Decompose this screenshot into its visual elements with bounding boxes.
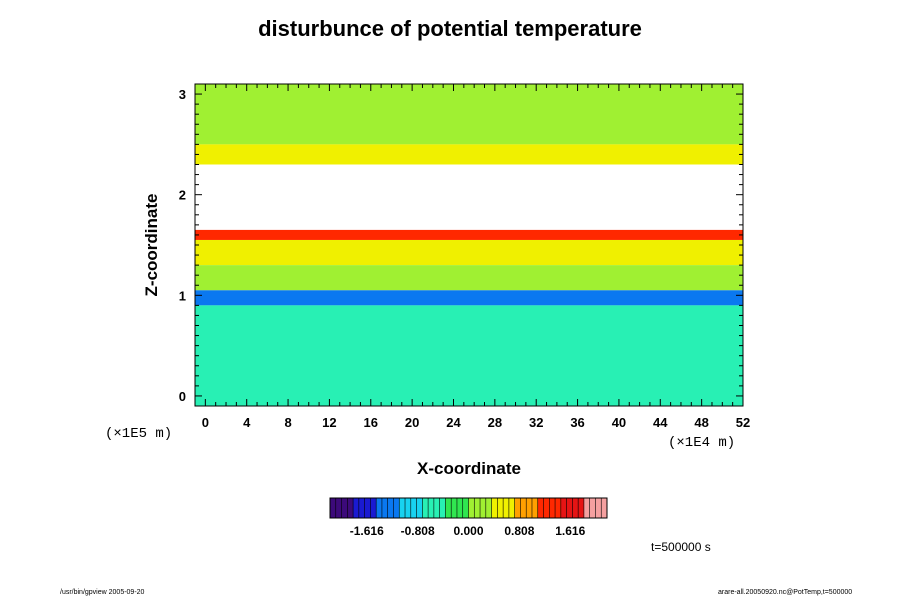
y-axis-label: Z-coordinate [142, 193, 161, 297]
colorbar-cell [405, 498, 412, 518]
y-tick-label: 1 [179, 288, 186, 303]
colorbar-cell [514, 498, 521, 518]
y-tick-label: 3 [179, 87, 186, 102]
colorbar-cell [531, 498, 539, 518]
colorbar-cell [508, 498, 516, 518]
colorbar-cell [537, 498, 544, 518]
colorbar-cell [422, 498, 429, 518]
colorbar-cell [503, 498, 510, 518]
colorbar-cell [428, 498, 435, 518]
colorbar-cell [491, 498, 498, 518]
colorbar-cell [543, 498, 550, 518]
y-axis-unit: (×1E5 m) [105, 426, 173, 442]
x-tick-label: 44 [653, 415, 668, 430]
colorbar-cell [364, 498, 371, 518]
heatmap-band-7 [195, 305, 743, 406]
y-tick-label: 2 [179, 188, 186, 203]
colorbar-cell [341, 498, 348, 518]
colorbar-tick-label: -0.808 [401, 524, 435, 538]
colorbar-cell [393, 498, 400, 518]
colorbar-cell [560, 498, 568, 518]
x-tick-label: 32 [529, 415, 543, 430]
x-tick-label: 20 [405, 415, 419, 430]
colorbar-cell [497, 498, 504, 518]
colorbar-tick-label: -1.616 [350, 524, 384, 538]
heatmap-band-3 [195, 229, 743, 240]
colorbar-cell [335, 498, 342, 518]
x-tick-label: 28 [488, 415, 502, 430]
y-tick-label: 0 [179, 389, 186, 404]
x-tick-label: 12 [322, 415, 336, 430]
chart-title: disturbunce of potential temperature [258, 16, 642, 41]
colorbar-tick-label: 0.000 [453, 524, 483, 538]
heatmap-band-5 [195, 265, 743, 291]
x-tick-label: 16 [364, 415, 378, 430]
colorbar-cell [381, 498, 389, 518]
x-axis-unit: (×1E4 m) [668, 435, 736, 451]
x-tick-label: 0 [202, 415, 209, 430]
colorbar-cell [555, 498, 562, 518]
x-tick-label: 4 [243, 415, 251, 430]
heatmap-field [195, 84, 743, 406]
colorbar-cell [462, 498, 469, 518]
colorbar-cell [445, 498, 452, 518]
colorbar: -1.616 -0.808 0.000 0.808 1.616 [329, 497, 608, 538]
colorbar-cell [595, 498, 602, 518]
colorbar-cell [583, 498, 591, 518]
footer-command: /usr/bin/gpview 2005-09-20 [60, 589, 145, 596]
colorbar-cell [358, 498, 366, 518]
heatmap-band-4 [195, 239, 743, 266]
colorbar-cell [578, 498, 585, 518]
colorbar-cell [399, 498, 406, 518]
x-tick-label: 24 [446, 415, 461, 430]
colorbar-tick-label: 0.808 [504, 524, 534, 538]
x-tick-label: 52 [736, 415, 750, 430]
time-label: t=500000 s [651, 540, 711, 554]
colorbar-cell [410, 498, 417, 518]
x-tick-label: 48 [694, 415, 708, 430]
colorbar-cell [387, 498, 394, 518]
colorbar-tick-label: 1.616 [555, 524, 585, 538]
heatmap-band-0 [195, 84, 743, 145]
colorbar-cell [572, 498, 579, 518]
colorbar-frame [329, 497, 608, 519]
colorbar-cell [353, 498, 360, 518]
x-tick-label: 8 [284, 415, 291, 430]
colorbar-cell [474, 498, 481, 518]
colorbar-cell [480, 498, 487, 518]
colorbar-cell [485, 498, 492, 518]
colorbar-cell [439, 498, 446, 518]
colorbar-cell [520, 498, 527, 518]
colorbar-cell [376, 498, 383, 518]
x-tick-label: 36 [570, 415, 584, 430]
colorbar-cell [526, 498, 533, 518]
colorbar-cell [347, 498, 354, 518]
heatmap-band-2 [195, 164, 743, 230]
colorbar-cell [330, 498, 337, 518]
heatmap-band-6 [195, 290, 743, 306]
heatmap-band-1 [195, 144, 743, 165]
colorbar-cell [370, 498, 377, 518]
x-axis-label: X-coordinate [417, 459, 521, 478]
colorbar-cell [566, 498, 573, 518]
footer-source: arare-all.20050920.nc@PotTemp,t=500000 [718, 589, 853, 596]
colorbar-cell [589, 498, 596, 518]
colorbar-cell [416, 498, 423, 518]
colorbar-cell [433, 498, 441, 518]
colorbar-cell [456, 498, 464, 518]
colorbar-cell [451, 498, 458, 518]
colorbar-cell [468, 498, 475, 518]
x-tick-label: 40 [612, 415, 626, 430]
colorbar-cell [601, 498, 608, 518]
colorbar-cell [549, 498, 556, 518]
